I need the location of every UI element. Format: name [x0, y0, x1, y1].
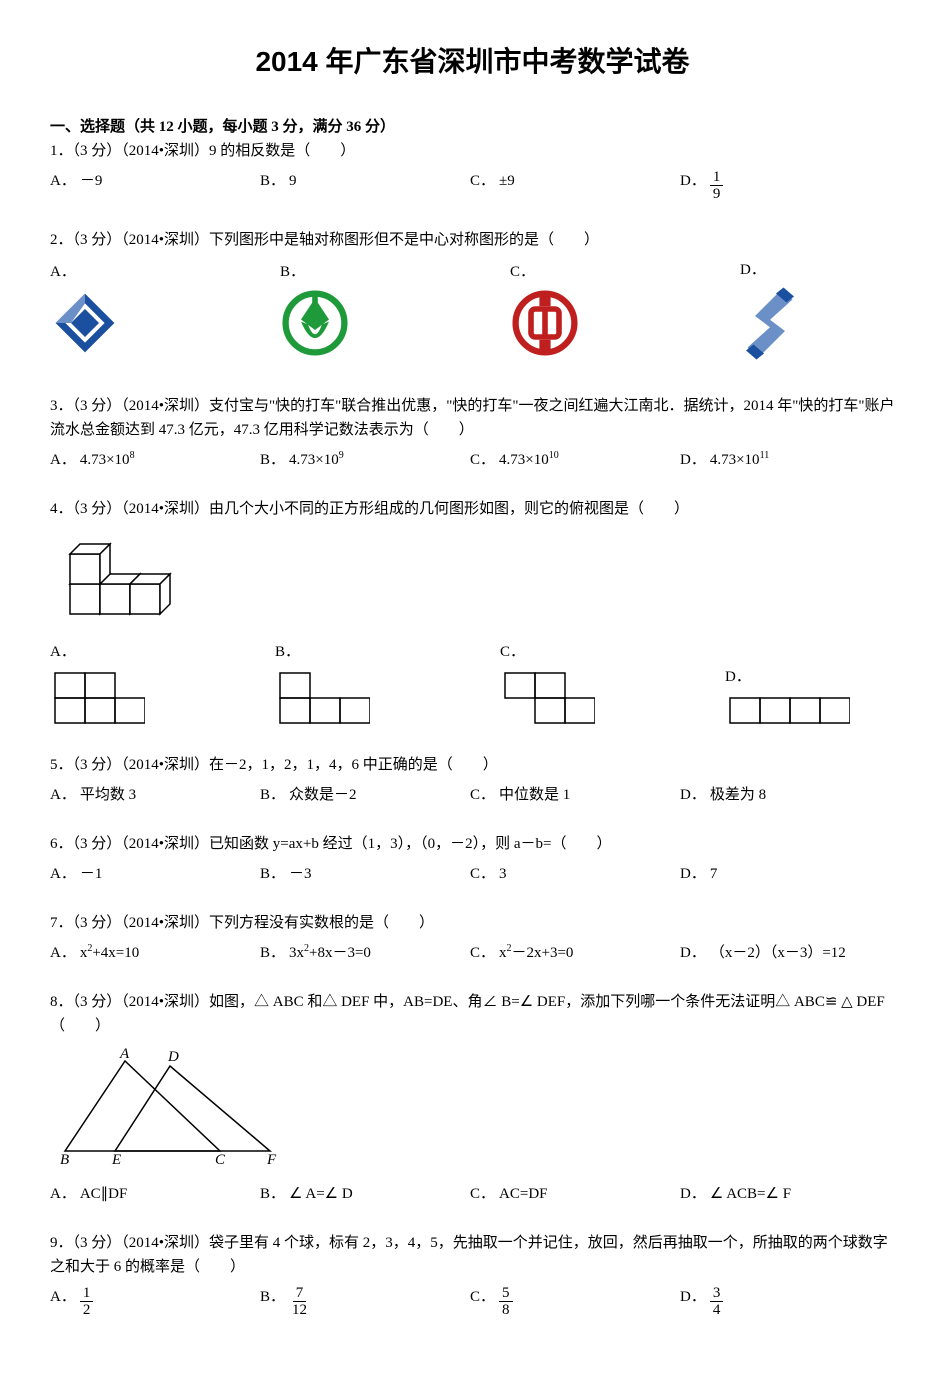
- question-1: 1．（3 分）（2014•深圳）9 的相反数是（ ） A． －9 B． 9 C．…: [50, 139, 895, 203]
- q9-option-b: B． 712: [260, 1285, 470, 1319]
- cube-figure-icon: [50, 529, 895, 632]
- q6-option-b: B．－3: [260, 862, 470, 886]
- fraction-icon: 58: [499, 1285, 513, 1319]
- page-title: 2014 年广东省深圳市中考数学试卷: [50, 40, 895, 85]
- fraction-icon: 34: [710, 1285, 724, 1319]
- svg-text:C: C: [215, 1152, 226, 1166]
- abc-logo-icon: [280, 288, 350, 366]
- q3-option-d: D． 4.73×1011: [680, 448, 890, 472]
- svg-text:B: B: [60, 1152, 69, 1166]
- q7-option-a: A． x2+4x=10: [50, 941, 260, 965]
- q4-stem: 4．（3 分）（2014•深圳）由几个大小不同的正方形组成的几何图形如图，则它的…: [50, 497, 895, 521]
- grid-d-icon: [725, 693, 850, 728]
- q7-option-d: D．（x－2）（x－3）=12: [680, 941, 890, 965]
- q3-option-b: B． 4.73×109: [260, 448, 470, 472]
- question-2: 2．（3 分）（2014•深圳）下列图形中是轴对称图形但不是中心对称图形的是（ …: [50, 228, 895, 369]
- q8-option-b: B．∠ A=∠ D: [260, 1182, 470, 1206]
- q8-option-c: C．AC=DF: [470, 1182, 680, 1206]
- svg-text:D: D: [167, 1049, 179, 1065]
- q2-option-d: D．: [740, 258, 800, 369]
- ccb-logo-icon: [50, 288, 120, 366]
- question-8: 8．（3 分）（2014•深圳）如图，△ ABC 和△ DEF 中，AB=DE、…: [50, 990, 895, 1206]
- q6-option-c: C．3: [470, 862, 680, 886]
- s-logo-icon: [740, 286, 800, 369]
- opt-value: －9: [80, 169, 103, 193]
- q1-option-c: C． ±9: [470, 169, 680, 203]
- q3-stem: 3．（3 分）（2014•深圳）支付宝与"快的打车"联合推出优惠，"快的打车"一…: [50, 394, 895, 442]
- question-7: 7．（3 分）（2014•深圳）下列方程没有实数根的是（ ） A． x2+4x=…: [50, 911, 895, 965]
- question-4: 4．（3 分）（2014•深圳）由几个大小不同的正方形组成的几何图形如图，则它的…: [50, 497, 895, 728]
- question-6: 6．（3 分）（2014•深圳）已知函数 y=ax+b 经过（1，3），（0，－…: [50, 832, 895, 886]
- q9-option-a: A． 12: [50, 1285, 260, 1319]
- q5-option-d: D．极差为 8: [680, 783, 890, 807]
- q7-option-c: C． x2－2x+3=0: [470, 941, 680, 965]
- triangle-figure-icon: A D B E C F: [50, 1046, 895, 1174]
- q2-option-b: B．: [280, 260, 350, 366]
- question-9: 9．（3 分）（2014•深圳）袋子里有 4 个球，标有 2，3，4，5，先抽取…: [50, 1231, 895, 1319]
- grid-b-icon: [275, 668, 370, 728]
- svg-text:F: F: [266, 1152, 277, 1166]
- q1-option-d: D． 1 9: [680, 169, 890, 203]
- boc-logo-icon: [510, 288, 580, 366]
- q5-option-b: B．众数是－2: [260, 783, 470, 807]
- fraction-icon: 12: [80, 1285, 94, 1319]
- q5-option-a: A．平均数 3: [50, 783, 260, 807]
- q5-option-c: C．中位数是 1: [470, 783, 680, 807]
- section-header: 一、选择题（共 12 小题，每小题 3 分，满分 36 分）: [50, 115, 895, 139]
- q1-option-a: A． －9: [50, 169, 260, 203]
- q4-option-d: D．: [725, 665, 850, 728]
- fraction-icon: 712: [289, 1285, 310, 1319]
- fraction-icon: 1 9: [710, 169, 724, 203]
- q2-stem: 2．（3 分）（2014•深圳）下列图形中是轴对称图形但不是中心对称图形的是（ …: [50, 228, 895, 252]
- q6-option-d: D．7: [680, 862, 890, 886]
- svg-text:A: A: [119, 1046, 130, 1062]
- q9-option-d: D． 34: [680, 1285, 890, 1319]
- question-3: 3．（3 分）（2014•深圳）支付宝与"快的打车"联合推出优惠，"快的打车"一…: [50, 394, 895, 472]
- q1-stem: 1．（3 分）（2014•深圳）9 的相反数是（ ）: [50, 139, 895, 163]
- q4-option-c: C．: [500, 640, 595, 728]
- q6-option-a: A．－1: [50, 862, 260, 886]
- svg-text:E: E: [111, 1152, 121, 1166]
- q8-option-d: D．∠ ACB=∠ F: [680, 1182, 890, 1206]
- q9-option-c: C． 58: [470, 1285, 680, 1319]
- question-5: 5．（3 分）（2014•深圳）在－2，1，2，1，4，6 中正确的是（ ） A…: [50, 753, 895, 807]
- q3-option-a: A． 4.73×108: [50, 448, 260, 472]
- opt-label: A．: [50, 169, 76, 193]
- q8-option-a: A．AC∥DF: [50, 1182, 260, 1206]
- q7-option-b: B． 3x2+8x－3=0: [260, 941, 470, 965]
- grid-a-icon: [50, 668, 145, 728]
- q2-option-a: A．: [50, 260, 120, 366]
- grid-c-icon: [500, 668, 595, 728]
- q3-option-c: C． 4.73×1010: [470, 448, 680, 472]
- q4-option-b: B．: [275, 640, 370, 728]
- q1-option-b: B． 9: [260, 169, 470, 203]
- q4-option-a: A．: [50, 640, 145, 728]
- q2-option-c: C．: [510, 260, 580, 366]
